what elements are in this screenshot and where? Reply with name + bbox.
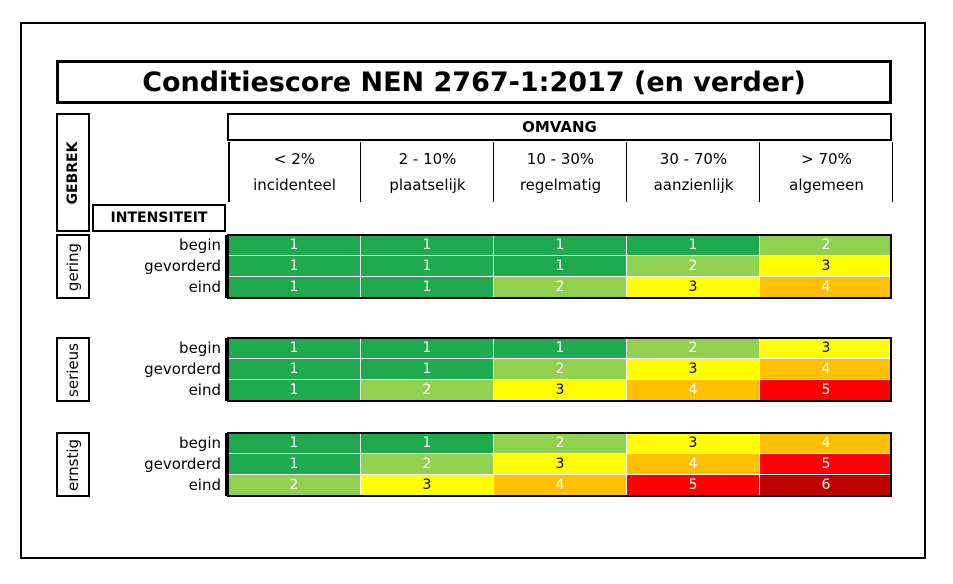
score-cell: 4 bbox=[760, 433, 893, 454]
score-cell: 2 bbox=[494, 277, 627, 298]
score-cell: 2 bbox=[361, 380, 494, 401]
score-cell: 2 bbox=[627, 338, 760, 359]
column-label: algemeen bbox=[789, 176, 864, 194]
score-cell: 6 bbox=[760, 475, 893, 496]
column-header: 30 - 70% aanzienlijk bbox=[627, 142, 760, 202]
score-cell: 1 bbox=[228, 277, 361, 298]
score-cell: 2 bbox=[627, 256, 760, 277]
column-label: aanzienlijk bbox=[653, 176, 734, 194]
column-range: 10 - 30% bbox=[526, 150, 595, 168]
score-cell: 5 bbox=[627, 475, 760, 496]
score-cell: 2 bbox=[228, 475, 361, 496]
column-range: 30 - 70% bbox=[659, 150, 728, 168]
score-cell: 2 bbox=[494, 359, 627, 380]
column-range: 2 - 10% bbox=[398, 150, 457, 168]
intensiteit-header: INTENSITEIT bbox=[92, 204, 226, 232]
score-cell: 4 bbox=[760, 359, 893, 380]
gebrek-header: GEBREK bbox=[56, 113, 90, 232]
score-cell: 1 bbox=[228, 235, 361, 256]
score-cell: 4 bbox=[627, 454, 760, 475]
row-label: eind bbox=[92, 277, 227, 298]
score-cell: 1 bbox=[361, 235, 494, 256]
column-label: incidenteel bbox=[253, 176, 336, 194]
score-cell: 4 bbox=[627, 380, 760, 401]
score-cell: 3 bbox=[627, 277, 760, 298]
row-label: gevorderd bbox=[92, 454, 227, 475]
score-cell: 1 bbox=[494, 338, 627, 359]
score-cell: 1 bbox=[228, 338, 361, 359]
row-label: eind bbox=[92, 475, 227, 496]
score-cell: 4 bbox=[494, 475, 627, 496]
score-cell: 5 bbox=[760, 380, 893, 401]
score-cell: 3 bbox=[361, 475, 494, 496]
score-cell: 1 bbox=[361, 359, 494, 380]
table-title: Conditiescore NEN 2767-1:2017 (en verder… bbox=[56, 60, 892, 104]
score-cell: 3 bbox=[760, 256, 893, 277]
score-cell: 1 bbox=[494, 256, 627, 277]
column-header: 10 - 30% regelmatig bbox=[494, 142, 627, 202]
score-cell: 1 bbox=[228, 454, 361, 475]
column-label: regelmatig bbox=[519, 176, 602, 194]
score-cell: 1 bbox=[361, 433, 494, 454]
score-cell: 5 bbox=[760, 454, 893, 475]
omvang-header: OMVANG bbox=[227, 113, 892, 141]
column-header: > 70% algemeen bbox=[760, 142, 893, 202]
score-cell: 1 bbox=[361, 256, 494, 277]
score-cell: 2 bbox=[494, 433, 627, 454]
score-cell: 1 bbox=[361, 338, 494, 359]
score-cell: 3 bbox=[494, 454, 627, 475]
score-cell: 1 bbox=[361, 277, 494, 298]
score-cell: 1 bbox=[228, 433, 361, 454]
score-cell: 1 bbox=[228, 256, 361, 277]
gebrek-label: GEBREK bbox=[65, 141, 81, 204]
row-label: gevorderd bbox=[92, 256, 227, 277]
score-cell: 2 bbox=[361, 454, 494, 475]
score-cell: 1 bbox=[494, 235, 627, 256]
group-label-serieus: serieus bbox=[56, 337, 90, 402]
score-cell: 1 bbox=[627, 235, 760, 256]
column-label: plaatselijk bbox=[389, 176, 466, 194]
column-range: > 70% bbox=[801, 150, 852, 168]
score-cell: 1 bbox=[228, 380, 361, 401]
score-cell: 3 bbox=[627, 359, 760, 380]
score-cell: 4 bbox=[760, 277, 893, 298]
group-name: ernstig bbox=[64, 438, 82, 491]
score-cell: 3 bbox=[494, 380, 627, 401]
score-cell: 1 bbox=[228, 359, 361, 380]
group-name: serieus bbox=[64, 342, 82, 397]
column-header: < 2% incidenteel bbox=[228, 142, 361, 202]
column-range: < 2% bbox=[273, 150, 316, 168]
row-label: begin bbox=[92, 235, 227, 256]
row-label: eind bbox=[92, 380, 227, 401]
score-cell: 3 bbox=[627, 433, 760, 454]
group-label-ernstig: ernstig bbox=[56, 432, 90, 497]
group-name: gering bbox=[64, 242, 82, 291]
row-label: begin bbox=[92, 338, 227, 359]
column-header: 2 - 10% plaatselijk bbox=[361, 142, 494, 202]
group-label-gering: gering bbox=[56, 234, 90, 299]
score-cell: 3 bbox=[760, 338, 893, 359]
score-cell: 2 bbox=[760, 235, 893, 256]
row-label: gevorderd bbox=[92, 359, 227, 380]
row-label: begin bbox=[92, 433, 227, 454]
